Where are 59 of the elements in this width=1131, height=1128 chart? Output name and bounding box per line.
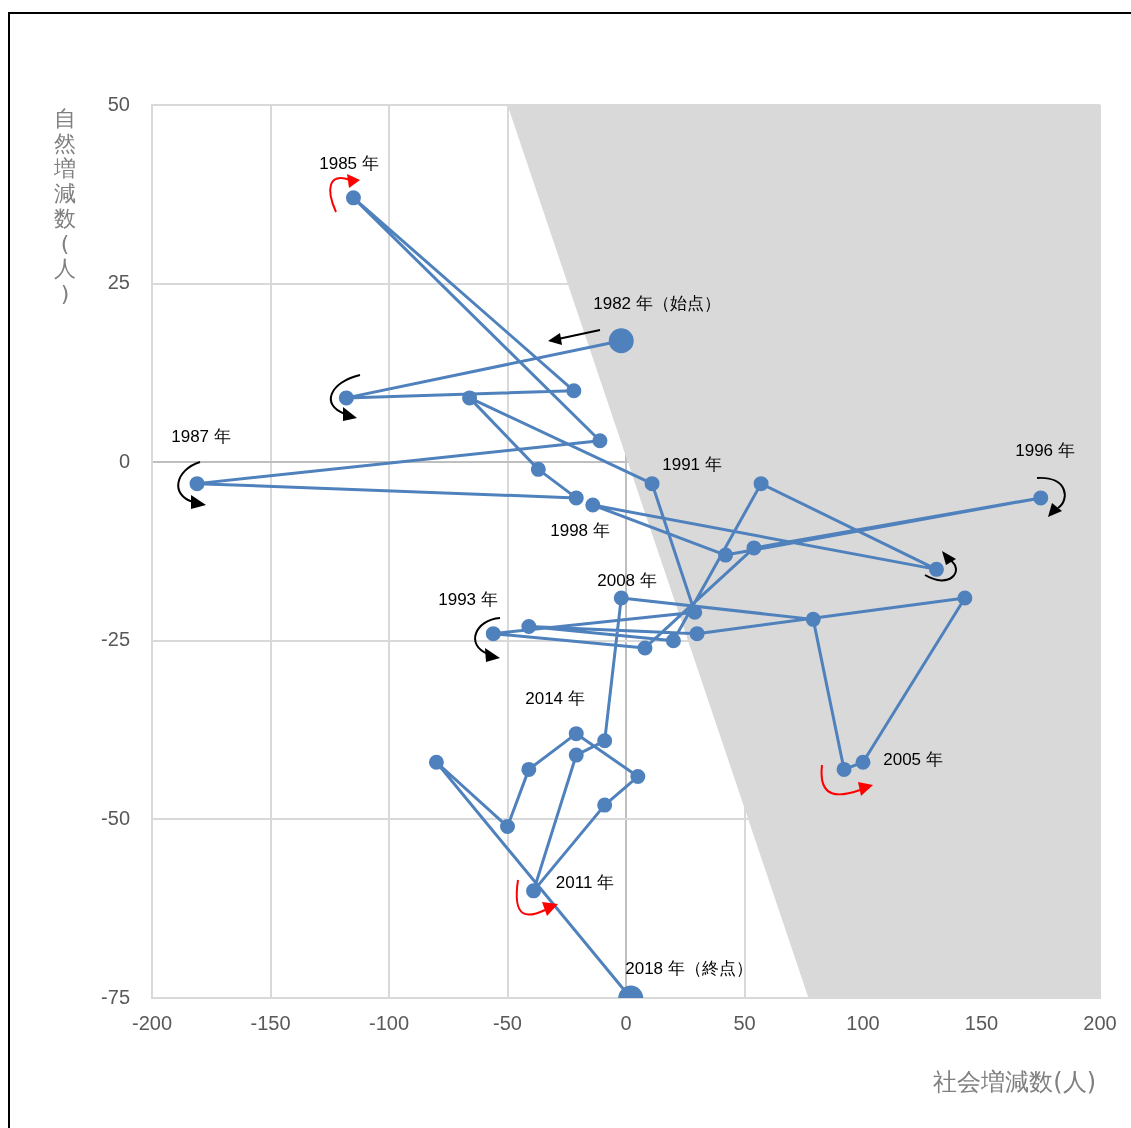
point bbox=[637, 640, 653, 656]
annotation: 2008 年 bbox=[597, 570, 657, 590]
annotation: 1987 年 bbox=[171, 426, 231, 446]
y-axis-title: 自然増減数(人) bbox=[53, 106, 77, 306]
point bbox=[753, 476, 769, 492]
point bbox=[1033, 490, 1049, 506]
y-tick-label: -25 bbox=[101, 628, 130, 651]
y-tick-label: 25 bbox=[107, 271, 130, 294]
point bbox=[500, 819, 515, 835]
point bbox=[530, 461, 546, 477]
y-tick-label: -75 bbox=[101, 985, 130, 1008]
point bbox=[462, 390, 478, 406]
annotation: 1991 年 bbox=[662, 454, 722, 474]
point bbox=[644, 476, 660, 492]
annotation: 2018 年（終点） bbox=[625, 958, 753, 978]
point bbox=[592, 433, 608, 449]
x-tick-label: 200 bbox=[1083, 1011, 1117, 1034]
annotation: 2005 年 bbox=[883, 749, 943, 769]
x-tick-label: -200 bbox=[131, 1011, 173, 1034]
annotation: 2014 年 bbox=[525, 688, 585, 708]
x-tick-label: 50 bbox=[733, 1011, 756, 1034]
point bbox=[630, 769, 646, 785]
point bbox=[568, 726, 584, 742]
point bbox=[568, 490, 584, 506]
point bbox=[428, 754, 444, 770]
point bbox=[855, 754, 871, 770]
point bbox=[566, 383, 582, 399]
point bbox=[836, 761, 852, 777]
annotation: 1993 年 bbox=[438, 589, 498, 609]
point bbox=[613, 590, 629, 606]
point bbox=[746, 540, 762, 556]
point bbox=[689, 626, 705, 642]
annotation: 1998 年 bbox=[550, 520, 610, 540]
point bbox=[568, 747, 584, 763]
x-tick-label: 100 bbox=[846, 1011, 880, 1034]
point bbox=[957, 590, 973, 606]
point bbox=[665, 633, 681, 649]
annotation: 2011 年 bbox=[555, 872, 615, 892]
point bbox=[345, 190, 361, 206]
point bbox=[597, 733, 613, 749]
point bbox=[521, 761, 537, 777]
y-tick-label: 50 bbox=[107, 92, 130, 115]
point bbox=[687, 604, 703, 620]
x-tick-label: -100 bbox=[368, 1011, 410, 1034]
y-tick-label: 0 bbox=[118, 449, 130, 472]
x-tick-label: 150 bbox=[964, 1011, 999, 1034]
point bbox=[585, 497, 601, 513]
point bbox=[805, 611, 821, 627]
point bbox=[718, 547, 734, 563]
point bbox=[521, 619, 537, 635]
x-tick-label: 0 bbox=[620, 1011, 632, 1034]
x-tick-label: -150 bbox=[250, 1011, 291, 1034]
x-axis-title: 社会増減数(人) bbox=[933, 1067, 1096, 1098]
annotation: 1982 年（始点） bbox=[593, 293, 721, 313]
x-tick-label: -50 bbox=[493, 1011, 522, 1034]
point bbox=[597, 797, 613, 813]
annotation: 1996 年 bbox=[1015, 440, 1075, 460]
annotation: 1985 年 bbox=[319, 153, 379, 173]
y-tick-label: -50 bbox=[101, 806, 130, 829]
